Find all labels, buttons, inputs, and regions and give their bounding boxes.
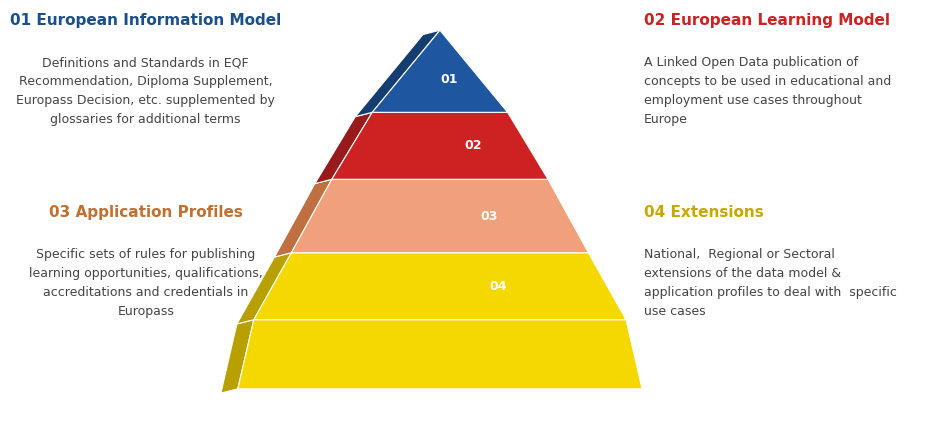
- Polygon shape: [221, 320, 254, 393]
- Text: Specific sets of rules for publishing
learning opportunities, qualifications,
ac: Specific sets of rules for publishing le…: [29, 248, 262, 318]
- Polygon shape: [237, 253, 291, 324]
- Text: 01 European Information Model: 01 European Information Model: [10, 13, 281, 28]
- Polygon shape: [332, 112, 548, 179]
- Polygon shape: [254, 253, 626, 320]
- Polygon shape: [372, 30, 508, 112]
- Polygon shape: [291, 179, 588, 253]
- Polygon shape: [274, 179, 332, 257]
- Text: Definitions and Standards in EQF
Recommendation, Diploma Supplement,
Europass De: Definitions and Standards in EQF Recomme…: [16, 56, 275, 126]
- Polygon shape: [315, 112, 372, 184]
- Text: A Linked Open Data publication of
concepts to be used in educational and
employm: A Linked Open Data publication of concep…: [644, 56, 891, 126]
- Text: 02: 02: [464, 139, 481, 152]
- Polygon shape: [355, 30, 440, 117]
- Text: 03: 03: [480, 210, 497, 222]
- Text: National,  Regional or Sectoral
extensions of the data model &
application profi: National, Regional or Sectoral extension…: [644, 248, 897, 318]
- Text: 01: 01: [441, 73, 458, 86]
- Text: 04: 04: [490, 280, 507, 293]
- Text: 04 Extensions: 04 Extensions: [644, 205, 763, 220]
- Polygon shape: [238, 320, 642, 389]
- Text: 02 European Learning Model: 02 European Learning Model: [644, 13, 890, 28]
- Text: 03 Application Profiles: 03 Application Profiles: [49, 205, 243, 220]
